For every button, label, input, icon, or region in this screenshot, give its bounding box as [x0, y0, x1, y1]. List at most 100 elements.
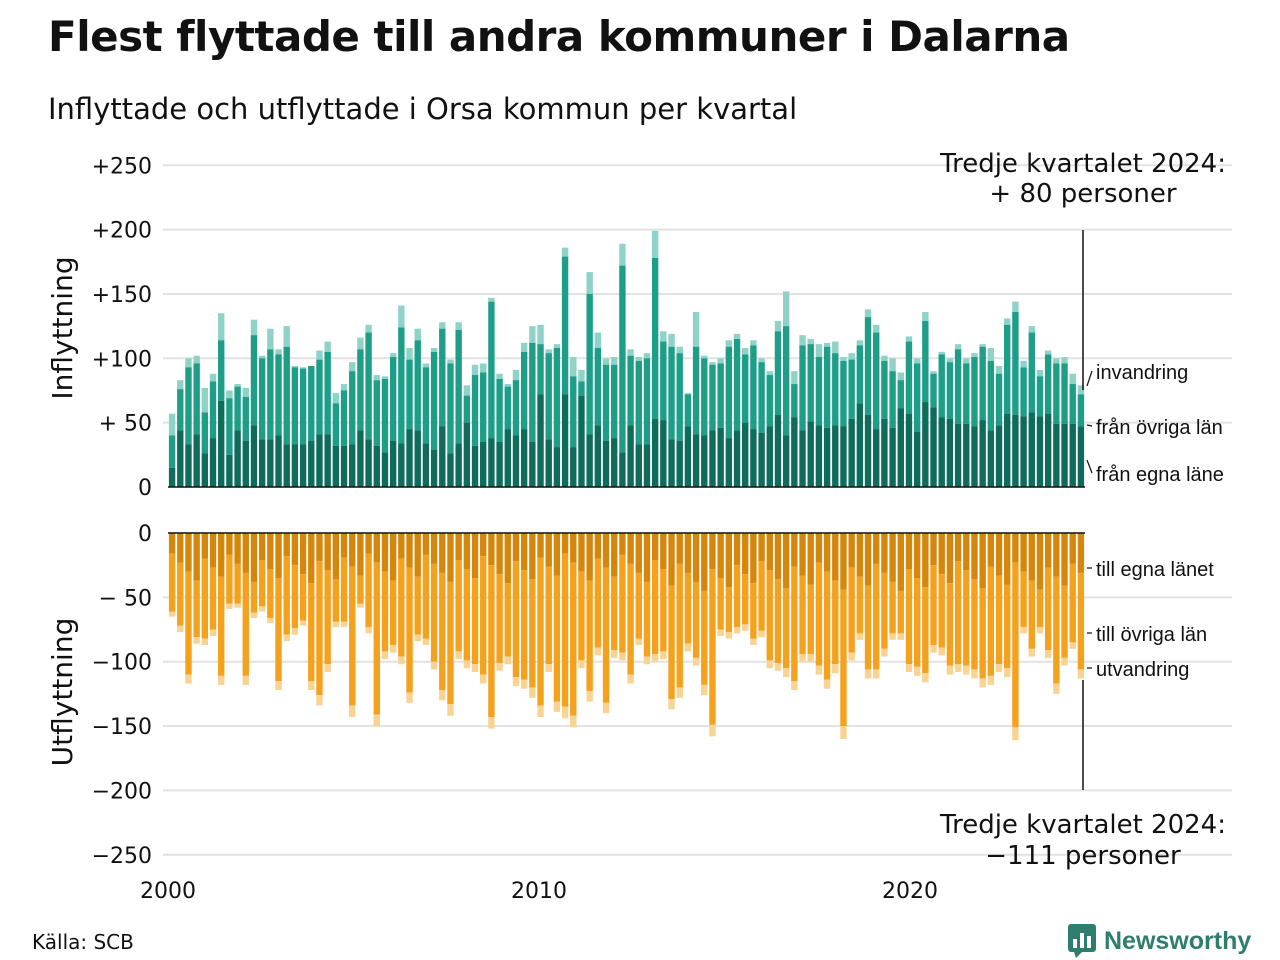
bar-fran-egna-lanet — [766, 426, 773, 487]
bar-utvandring — [897, 633, 904, 640]
bar-fran-ovriga-lan — [717, 363, 724, 428]
bar-invandring — [529, 326, 536, 343]
bar-fran-egna-lanet — [594, 425, 602, 487]
bar-invandring — [782, 291, 790, 327]
bar-utvandring — [168, 611, 176, 617]
inflow-bars — [168, 230, 1085, 487]
bar-till-ovriga-lan — [1044, 567, 1052, 651]
bar-fran-ovriga-lan — [561, 256, 569, 395]
bar-fran-egna-lanet — [889, 427, 896, 487]
bar-fran-egna-lanet — [733, 430, 741, 487]
bar-till-ovriga-lan — [619, 554, 626, 653]
bar-invandring — [676, 346, 683, 354]
bar-fran-egna-lanet — [701, 435, 708, 487]
bar-fran-ovriga-lan — [963, 363, 970, 424]
bar-fran-ovriga-lan — [185, 367, 192, 445]
bar-till-egna-lanet — [791, 533, 798, 567]
bar-fran-egna-lanet — [177, 430, 184, 487]
bar-fran-ovriga-lan — [381, 378, 389, 453]
bar-till-ovriga-lan — [881, 572, 888, 649]
bar-fran-ovriga-lan — [701, 358, 708, 436]
bar-till-egna-lanet — [324, 533, 331, 571]
bar-till-ovriga-lan — [856, 576, 864, 634]
bar-invandring — [520, 342, 528, 352]
bar-utvandring — [422, 638, 430, 645]
leader-line — [1086, 459, 1093, 474]
bar-fran-egna-lanet — [398, 443, 405, 487]
bar-till-ovriga-lan — [692, 581, 700, 658]
bar-fran-ovriga-lan — [668, 346, 675, 440]
bar-till-ovriga-lan — [766, 570, 773, 661]
bar-invandring — [570, 357, 577, 377]
bar-utvandring — [1069, 642, 1076, 649]
bar-utvandring — [635, 638, 642, 645]
bar-fran-egna-lanet — [963, 423, 970, 487]
latest-annotation-label: Tredje kvartalet 2024: — [939, 810, 1226, 840]
bar-fran-ovriga-lan — [922, 320, 929, 403]
bar-till-ovriga-lan — [1004, 584, 1011, 669]
bar-fran-ovriga-lan — [905, 341, 913, 414]
bar-utvandring — [193, 637, 200, 644]
bar-fran-ovriga-lan — [1004, 324, 1011, 414]
bar-fran-ovriga-lan — [586, 293, 593, 435]
bar-invandring — [766, 371, 773, 376]
bar-utvandring — [389, 644, 397, 653]
bar-fran-ovriga-lan — [627, 355, 634, 426]
bar-till-egna-lanet — [709, 533, 716, 570]
bar-fran-egna-lanet — [660, 420, 667, 487]
bar-utvandring — [643, 656, 651, 665]
bar-invandring — [922, 311, 929, 321]
bar-utvandring — [791, 681, 798, 691]
bar-invandring — [815, 344, 823, 358]
bar-fran-egna-lanet — [496, 441, 503, 487]
bar-till-ovriga-lan — [717, 578, 724, 630]
series-label-egna: från egna läne — [1096, 464, 1224, 486]
bar-till-ovriga-lan — [1053, 576, 1060, 684]
bar-till-egna-lanet — [258, 533, 266, 561]
bar-utvandring — [406, 692, 413, 703]
bar-fran-egna-lanet — [463, 422, 471, 487]
bar-utvandring — [946, 665, 954, 675]
bar-fran-ovriga-lan — [930, 373, 937, 408]
bar-till-egna-lanet — [864, 533, 872, 586]
bar-utvandring — [856, 633, 864, 640]
bar-utvandring — [692, 657, 700, 666]
bar-fran-egna-lanet — [226, 454, 233, 487]
bar-fran-ovriga-lan — [447, 363, 454, 454]
bar-fran-ovriga-lan — [316, 359, 323, 435]
bar-till-egna-lanet — [692, 533, 700, 582]
bar-till-ovriga-lan — [701, 590, 708, 685]
leader-line — [1086, 424, 1093, 427]
bar-till-egna-lanet — [627, 533, 634, 564]
bar-invandring — [1012, 301, 1019, 312]
y-tick-label: −100 — [92, 651, 152, 676]
bar-fran-ovriga-lan — [782, 326, 790, 436]
bar-fran-ovriga-lan — [946, 362, 954, 419]
bar-utvandring — [1028, 648, 1035, 657]
bar-invandring — [1004, 318, 1011, 325]
bar-invandring — [537, 324, 544, 345]
bar-till-ovriga-lan — [848, 567, 855, 653]
bar-fran-ovriga-lan — [750, 345, 757, 430]
bar-utvandring — [570, 715, 577, 728]
bar-fran-ovriga-lan — [594, 348, 602, 426]
bar-till-egna-lanet — [766, 533, 773, 571]
bar-till-egna-lanet — [218, 533, 225, 577]
bar-invandring — [774, 320, 782, 332]
bar-invandring — [979, 344, 986, 347]
newsworthy-logo[interactable]: Newsworthy — [1068, 924, 1251, 958]
bar-invandring — [365, 324, 372, 333]
bar-utvandring — [954, 664, 962, 672]
bar-fran-ovriga-lan — [954, 349, 962, 424]
bar-fran-egna-lanet — [316, 434, 323, 487]
bar-utvandring — [823, 679, 831, 689]
bar-fran-egna-lanet — [537, 394, 544, 487]
bar-till-egna-lanet — [340, 533, 348, 558]
bar-till-ovriga-lan — [275, 578, 282, 682]
bar-fran-egna-lanet — [373, 445, 380, 487]
bar-till-ovriga-lan — [185, 571, 192, 675]
migration-chart: 0 + 50 +100 +150 +200 +250 −250 −200 −150 −100 − 5… — [46, 149, 1232, 904]
bar-utvandring — [799, 653, 806, 662]
bar-till-ovriga-lan — [504, 583, 511, 657]
bar-invandring — [758, 358, 765, 363]
